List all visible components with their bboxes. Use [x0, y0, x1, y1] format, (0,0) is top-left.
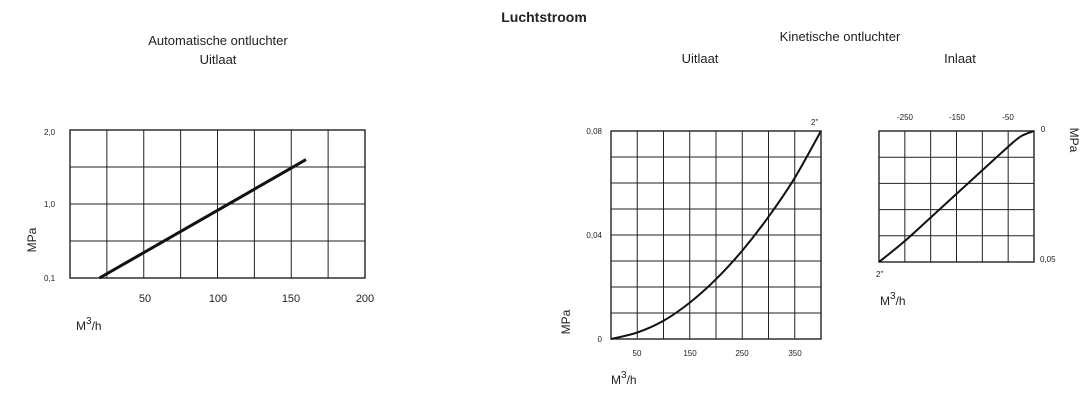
- chart1-xtick: 200: [356, 293, 374, 305]
- chart3-series-line: [878, 130, 1035, 263]
- chart1-subtitle: Uitlaat: [200, 52, 237, 67]
- chart3-frame: [878, 130, 1035, 263]
- chart3-ytick: 0,05: [1040, 255, 1056, 264]
- chart1-frame: [69, 129, 366, 279]
- chart1-xtick: 100: [209, 293, 227, 305]
- chart2-xtick: 250: [735, 349, 749, 358]
- chart3-xtick: -150: [949, 113, 966, 122]
- chart3-subtitle: Inlaat: [944, 51, 976, 66]
- chart3-annotation: 2": [876, 270, 883, 279]
- chart1-series-line: [98, 158, 307, 280]
- chart1-xlabel: M3/h: [76, 316, 102, 333]
- chart2-subtitle: Uitlaat: [682, 51, 719, 66]
- chart3-xtick: 0: [1041, 125, 1046, 134]
- group-title: Kinetische ontluchter: [780, 29, 901, 44]
- chart2-annotation: 2": [811, 118, 818, 127]
- chart1-ytick: 1,0: [44, 200, 56, 209]
- chart2-ytick: 0: [598, 335, 603, 344]
- chart-automatic-outlet: Automatische ontluchter Uitlaat 50 100 1…: [25, 33, 374, 333]
- chart3-xtick: -50: [1002, 113, 1014, 122]
- chart1-ylabel: MPa: [25, 227, 39, 252]
- chart2-frame: [610, 130, 822, 340]
- chart2-ytick: 0,04: [586, 231, 602, 240]
- chart2-grid: [611, 131, 821, 339]
- chart1-grid: [70, 130, 365, 278]
- chart3-ylabel: MPa: [1067, 128, 1081, 153]
- chart1-title: Automatische ontluchter: [148, 33, 288, 48]
- chart1-ytick: 0,1: [44, 274, 56, 283]
- chart-kinetic-inlet: Inlaat -250 -150 -50 0 0,05 2" MPa M3/h: [876, 51, 1081, 308]
- chart2-series-line: [610, 130, 822, 340]
- chart1-xtick: 50: [139, 293, 151, 305]
- chart3-grid: [879, 131, 1034, 262]
- page-title: Luchtstroom: [501, 9, 587, 25]
- chart-kinetic-outlet: Uitlaat 2" 50 150 250 350 0 0,04 0,08 MP…: [559, 51, 822, 387]
- chart3-xtick: -250: [897, 113, 914, 122]
- chart2-xtick: 150: [683, 349, 697, 358]
- chart2-xlabel: M3/h: [611, 370, 637, 387]
- chart1-ytick: 2,0: [44, 128, 56, 137]
- chart2-ylabel: MPa: [559, 309, 573, 334]
- chart3-xlabel: M3/h: [880, 291, 906, 308]
- chart2-ytick: 0,08: [586, 127, 602, 136]
- chart1-xtick: 150: [282, 293, 300, 305]
- chart2-xtick: 50: [633, 349, 642, 358]
- chart2-xtick: 350: [788, 349, 802, 358]
